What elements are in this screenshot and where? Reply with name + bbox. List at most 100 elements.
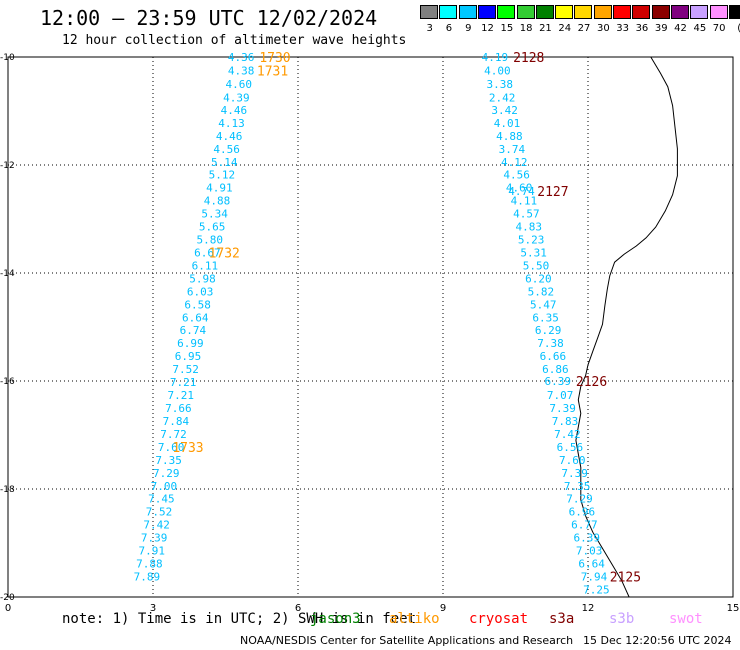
y-tick-label: -14 [0, 269, 15, 279]
right-track-value: 4.88 [496, 130, 522, 143]
legend-unit: (ft) [730, 23, 740, 34]
right-track-value: 3.38 [487, 78, 514, 91]
legend-label: 36 [635, 23, 649, 34]
right-track-value: 5.82 [528, 285, 555, 298]
legend-label: 30 [596, 23, 610, 34]
right-track-value: 7.38 [537, 337, 564, 350]
left-track-value: 7.29 [153, 467, 180, 480]
left-track-value: 7.60 [158, 441, 185, 454]
right-track-value: 6.86 [542, 363, 569, 376]
right-track-value: 4.74 [508, 185, 535, 198]
footer-credit: NOAA/NESDIS Center for Satellite Applica… [240, 634, 574, 647]
right-track-value: 7.42 [554, 428, 581, 441]
page-title: 12:00 — 23:59 UTC 12/02/2024 [40, 6, 378, 30]
right-track-value: 5.23 [518, 234, 545, 247]
left-track-value: 6.67 [194, 246, 221, 259]
x-tick-label: 6 [295, 603, 301, 614]
right-track-value: 5.50 [523, 259, 550, 272]
left-track-value: 4.56 [213, 143, 240, 156]
right-track-value: 4.12 [501, 156, 528, 169]
right-track-value: 7.39 [549, 402, 576, 415]
right-track-value: 7.83 [552, 415, 579, 428]
right-track-time-label: 2125 [610, 570, 641, 585]
right-track-value: 5.47 [530, 298, 557, 311]
right-track-value: 7.07 [547, 389, 574, 402]
left-track-value: 7.35 [155, 454, 182, 467]
right-track-value: 5.31 [520, 246, 547, 259]
right-track-value: 6.66 [540, 350, 567, 363]
left-track-value: 7.00 [151, 480, 178, 493]
legend-label: 42 [674, 23, 687, 34]
left-track-value: 6.58 [184, 298, 211, 311]
note-text: note: 1) Time is in UTC; 2) SWH is in fe… [62, 611, 417, 627]
left-track-value: 5.14 [211, 156, 238, 169]
left-track-value: 7.39 [141, 532, 168, 545]
left-track-value: 4.46 [221, 104, 248, 117]
left-track-value: 7.52 [146, 506, 173, 519]
map-frame [7, 56, 734, 598]
left-track-value: 7.42 [143, 519, 170, 532]
legend-label: 18 [519, 23, 533, 34]
left-track-value: 7.84 [163, 415, 190, 428]
right-track-value: 7.03 [576, 545, 603, 558]
right-track-value: 3.42 [491, 104, 518, 117]
legend-swatch [574, 5, 593, 19]
right-track-value: 7.94 [581, 570, 608, 583]
left-track-value: 7.21 [168, 389, 195, 402]
right-track-value: 7.60 [559, 454, 586, 467]
x-tick-label: 15 [727, 603, 740, 614]
legend-swatch [651, 5, 670, 19]
left-track-value: 6.99 [177, 337, 204, 350]
legend-swatch [690, 5, 709, 19]
right-track-value: 4.56 [503, 169, 529, 182]
right-track-value: 6.39 [545, 375, 572, 388]
right-track-value: 6.29 [535, 324, 562, 337]
left-track-value: 7.45 [148, 493, 175, 506]
legend-swatch [593, 5, 612, 19]
left-track-value: 5.65 [199, 221, 226, 234]
legend-label: 45 [693, 23, 707, 34]
right-track-value: 7.35 [564, 480, 591, 493]
y-tick-label: -12 [0, 161, 15, 171]
legend-swatch [613, 5, 631, 19]
left-track-time-label: 1733 [172, 441, 203, 456]
right-track-value: 6.77 [571, 519, 598, 532]
left-track-value: 7.88 [136, 558, 163, 571]
left-track-value: 4.13 [218, 117, 245, 130]
left-track-value: 4.60 [226, 78, 253, 91]
left-track-time-label: 1732 [209, 246, 240, 261]
legend-label: 12 [481, 23, 494, 34]
legend-label: 15 [500, 23, 514, 34]
left-track-value: 7.66 [165, 402, 192, 415]
left-track-value: 4.39 [223, 92, 250, 105]
left-track-value: 6.95 [175, 350, 202, 363]
legend-label: 9 [465, 23, 472, 34]
sat-cryosat: cryosat [469, 611, 529, 627]
right-track-value: 4.57 [513, 208, 540, 221]
legend-swatch [728, 5, 740, 19]
legend-label: 24 [558, 23, 572, 34]
legend-swatch [497, 5, 516, 19]
legend-label: 39 [654, 23, 668, 34]
sat-swot: swot [669, 611, 703, 627]
right-track-value: 2.42 [489, 92, 515, 105]
left-track-value: 6.74 [180, 324, 207, 337]
legend-swatch [670, 5, 689, 19]
legend-label: 21 [539, 23, 552, 34]
right-track-value: 7.25 [583, 583, 610, 596]
legend-swatch [555, 5, 574, 19]
right-track-time-label: 2126 [576, 375, 607, 390]
left-track-time-label: 1730 [259, 51, 290, 66]
left-track-value: 4.38 [228, 65, 255, 78]
x-tick-label: 12 [582, 603, 595, 614]
right-track-value: 3.74 [499, 143, 526, 156]
legend-label: 6 [445, 23, 453, 34]
left-track-value: 4.46 [216, 130, 243, 143]
right-track-value: 6.96 [569, 506, 596, 519]
right-track-value: 6.20 [525, 272, 552, 285]
y-tick-label: -18 [0, 485, 15, 495]
right-track-value: 4.01 [494, 117, 521, 130]
left-track-value: 7.91 [139, 545, 166, 558]
left-track-value: 6.11 [192, 259, 219, 272]
left-track-value: 4.36 [228, 51, 255, 64]
